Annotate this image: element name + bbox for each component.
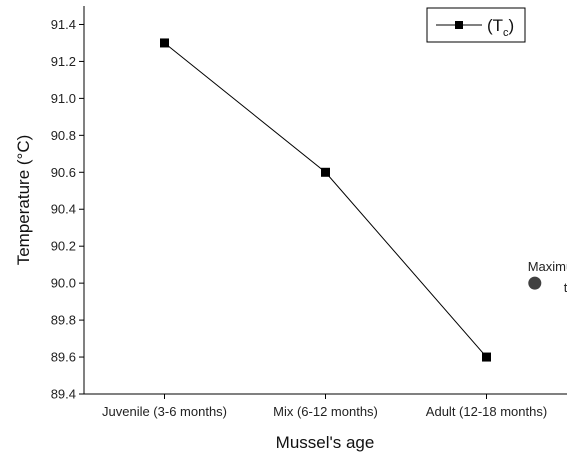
legend-label: (Tc) — [487, 16, 514, 39]
annotation-marker — [528, 276, 542, 290]
y-tick-label: 90.0 — [51, 276, 76, 291]
axis-ticks: 89.4 89.6 89.8 90.0 90.2 90.4 90.6 90.8 91.0 91.2… — [51, 17, 548, 419]
annotation: Maximum operating temperature — [528, 259, 567, 295]
y-tick-label: 90.2 — [51, 239, 76, 254]
annotation-label-line2: temperature — [564, 280, 567, 295]
x-tick-label: Mix (6-12 months) — [273, 404, 378, 419]
y-tick-label: 89.6 — [51, 350, 76, 365]
y-tick-label: 91.0 — [51, 91, 76, 106]
annotation-label-line1: Maximum operating — [528, 259, 567, 274]
data-point — [321, 167, 330, 177]
y-tick-label: 91.2 — [51, 54, 76, 69]
legend-marker-square — [455, 21, 463, 29]
series-group — [160, 38, 491, 362]
y-tick-label: 90.4 — [51, 202, 76, 217]
series-line — [164, 42, 487, 358]
legend: (Tc) — [426, 7, 526, 43]
x-tick-label: Adult (12-18 months) — [426, 404, 547, 419]
data-point — [160, 38, 169, 48]
x-tick-label: Juvenile (3-6 months) — [102, 404, 227, 419]
x-axis-title: Mussel's age — [276, 433, 375, 452]
y-tick-label: 90.6 — [51, 165, 76, 180]
y-tick-label: 90.8 — [51, 128, 76, 143]
y-axis-title: Temperature (°C) — [14, 135, 33, 266]
y-tick-label: 89.8 — [51, 313, 76, 328]
y-tick-label: 89.4 — [51, 387, 76, 402]
y-tick-label: 91.4 — [51, 17, 76, 32]
data-point — [482, 352, 491, 362]
